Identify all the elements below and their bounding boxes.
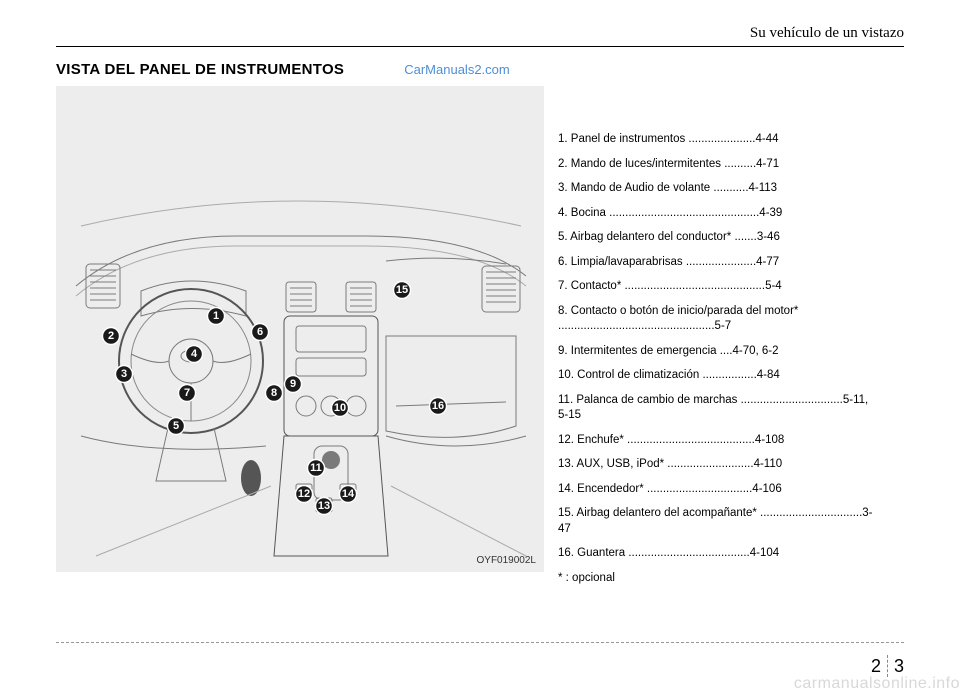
callout-number: 3 — [121, 368, 127, 380]
legend-item: 16. Guantera ...........................… — [558, 546, 878, 562]
callout-number: 10 — [334, 402, 346, 414]
callout-number: 12 — [298, 488, 310, 500]
dashboard-illustration: 12345678910111213141516 — [56, 86, 544, 572]
figure-ref: OYF019002L — [477, 555, 537, 566]
title-row: VISTA DEL PANEL DE INSTRUMENTOS CarManua… — [56, 61, 904, 78]
legend-item: 14. Encendedor* ........................… — [558, 482, 878, 498]
callout-number: 16 — [432, 400, 444, 412]
legend-item: 4. Bocina ..............................… — [558, 206, 878, 222]
legend-item: 11. Palanca de cambio de marchas .......… — [558, 393, 878, 424]
page-number: 2 3 — [871, 655, 904, 677]
legend-item: 13. AUX, USB, iPod* ....................… — [558, 457, 878, 473]
watermark-top: CarManuals2.com — [404, 62, 510, 77]
callout-number: 6 — [257, 326, 263, 338]
legend-item: 6. Limpia/lavaparabrisas ...............… — [558, 255, 878, 271]
legend-item: 8. Contacto o botón de inicio/parada del… — [558, 304, 878, 335]
callout-number: 8 — [271, 387, 277, 399]
page-number-left: 2 — [871, 656, 881, 677]
legend-item: 1. Panel de instrumentos ...............… — [558, 132, 878, 148]
footer-rule — [56, 642, 904, 643]
legend-item: 15. Airbag delantero del acompañante* ..… — [558, 506, 878, 537]
section-title: VISTA DEL PANEL DE INSTRUMENTOS — [56, 61, 344, 78]
callout-number: 14 — [342, 488, 355, 500]
bottom-watermark: carmanualsonline.info — [794, 675, 960, 693]
callout-number: 5 — [173, 420, 179, 432]
legend-item: 7. Contacto* ...........................… — [558, 279, 878, 295]
legend-item: 5. Airbag delantero del conductor* .....… — [558, 230, 878, 246]
chapter-header: Su vehículo de un vistazo — [56, 24, 904, 47]
callout-number: 7 — [184, 387, 190, 399]
dashboard-figure: 12345678910111213141516 OYF019002L — [56, 86, 544, 572]
callout-number: 15 — [396, 284, 408, 296]
legend-item: 12. Enchufe* ...........................… — [558, 433, 878, 449]
callout-number: 13 — [318, 500, 330, 512]
callout-number: 4 — [191, 348, 198, 360]
callout-number: 11 — [310, 462, 322, 474]
legend-list: 1. Panel de instrumentos ...............… — [558, 86, 878, 595]
content-row: 12345678910111213141516 OYF019002L 1. Pa… — [56, 86, 904, 595]
callout-number: 1 — [213, 310, 219, 322]
callout-number: 9 — [290, 378, 296, 390]
page-number-separator — [887, 655, 888, 677]
legend-item: 2. Mando de luces/intermitentes ........… — [558, 157, 878, 173]
legend-item: 9. Intermitentes de emergencia ....4-70,… — [558, 344, 878, 360]
chapter-title: Su vehículo de un vistazo — [750, 25, 904, 41]
page-number-right: 3 — [894, 656, 904, 677]
legend-item: * : opcional — [558, 571, 878, 587]
legend-item: 3. Mando de Audio de volante ...........… — [558, 181, 878, 197]
legend-item: 10. Control de climatización ...........… — [558, 368, 878, 384]
callout-number: 2 — [108, 330, 114, 342]
